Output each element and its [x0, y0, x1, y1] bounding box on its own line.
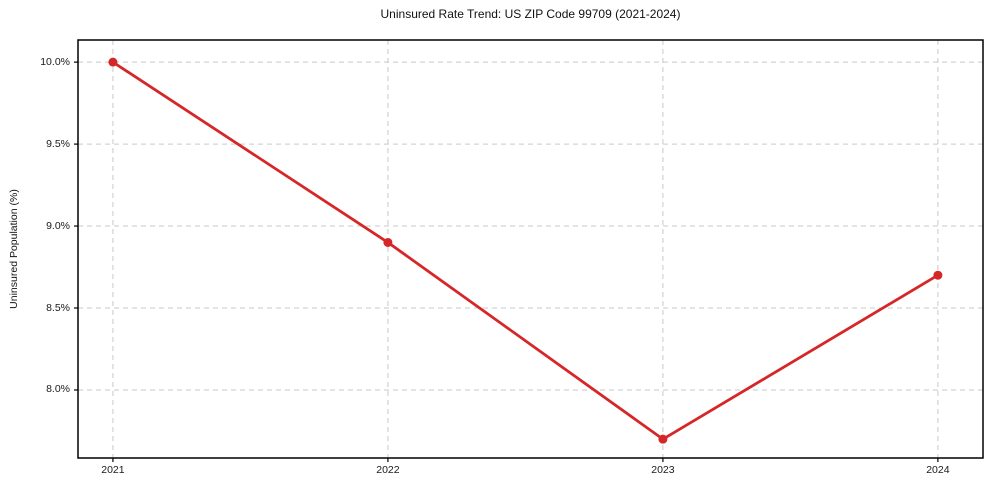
- data-point-2024: [933, 270, 943, 280]
- y-tick-label: 9.5%: [46, 137, 70, 150]
- y-tick-label: 10.0%: [40, 55, 70, 68]
- data-point-2022: [383, 237, 393, 247]
- y-tick-label: 9.0%: [46, 219, 70, 232]
- y-tick-label: 8.0%: [46, 383, 70, 396]
- x-tick-label: 2024: [926, 464, 950, 476]
- trend-line: [111, 60, 940, 441]
- y-axis-label: Uninsured Population (%): [8, 189, 20, 309]
- data-point-2023: [658, 434, 668, 444]
- x-tick-label: 2022: [376, 464, 400, 476]
- y-tick-label: 8.5%: [46, 301, 70, 314]
- data-point-2021: [108, 57, 118, 67]
- plot-frame: [77, 39, 984, 459]
- x-tick-label: 2021: [101, 464, 125, 476]
- x-tick-label: 2023: [651, 464, 675, 476]
- chart-title: Uninsured Rate Trend: US ZIP Code 99709 …: [380, 7, 681, 21]
